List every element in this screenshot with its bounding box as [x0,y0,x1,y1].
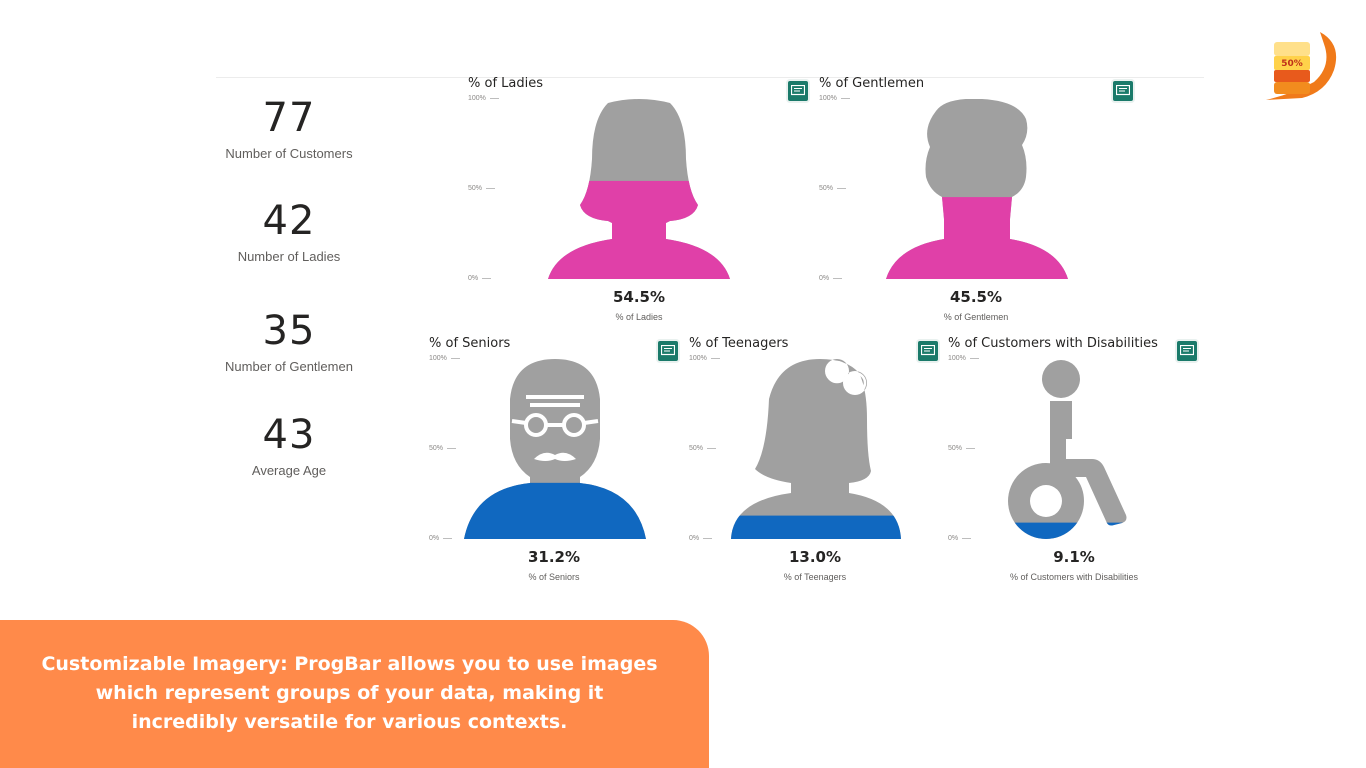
comment-icon[interactable] [788,81,808,101]
tick-50: 50% [948,445,975,452]
progress-fill [1008,522,1127,539]
tick-100: 100% [468,95,499,102]
kpi-value: 43 [262,412,316,458]
kpi-label: Number of Gentlemen [225,359,353,374]
tick-50: 50% [429,445,456,452]
tick-100: 100% [429,355,460,362]
tick-50: 50% [468,185,495,192]
visual-subtitle: % of Ladies [615,312,663,322]
wheelchair-icon [1008,360,1127,539]
percent-value: 31.2% [527,548,581,566]
comment-icon[interactable] [918,341,938,361]
kpi-value: 42 [262,198,316,244]
kpi-gentlemen: 35 Number of Gentlemen [209,309,369,374]
tick-100: 100% [819,95,850,102]
visual-subtitle: % of Seniors [528,572,580,582]
tick-50: 50% [689,445,716,452]
tick-0: 0% [429,535,452,542]
kpi-customers: 77 Number of Customers [209,96,369,161]
percent-value: 54.5% [612,288,666,306]
top-divider [216,77,1204,78]
progbar-ladies[interactable]: % of Ladies 100% 50% 0% 54.5% % of Ladie… [468,76,818,326]
tick-0: 0% [468,275,491,282]
kpi-value: 77 [262,95,316,141]
woman-icon [548,99,730,279]
visual-title: % of Seniors [429,336,511,351]
kpi-ladies: 42 Number of Ladies [209,199,369,264]
kpi-value: 35 [262,308,316,354]
visual-title: % of Teenagers [689,336,789,351]
visual-subtitle: % of Teenagers [783,572,847,582]
progress-fill [731,515,901,539]
teen-girl-icon [731,359,901,539]
kpi-average-age: 43 Average Age [209,413,369,478]
tick-100: 100% [948,355,979,362]
banner-text: Customizable Imagery: ProgBar allows you… [41,653,658,733]
percent-value: 45.5% [949,288,1003,306]
visual-title: % of Customers with Disabilities [948,336,1158,351]
comment-icon[interactable] [1177,341,1197,361]
progress-fill [548,180,730,279]
senior-icon [464,359,646,539]
progbar-gentlemen[interactable]: % of Gentlemen 100% 50% 0% 45.5% % of Ge… [819,76,1149,326]
progress-fill [464,482,646,539]
visual-title: % of Gentlemen [819,76,925,91]
progbar-seniors[interactable]: % of Seniors 100% 50% 0% 31.2% % of Seni… [429,336,689,586]
tick-100: 100% [689,355,720,362]
man-icon [886,99,1068,279]
kpi-label: Average Age [251,463,327,478]
tick-50: 50% [819,185,846,192]
progbar-disabilities[interactable]: % of Customers with Disabilities 100% 50… [948,336,1208,586]
visual-subtitle: % of Gentlemen [943,312,1009,322]
kpi-label: Number of Customers [225,146,353,161]
progbar-teenagers[interactable]: % of Teenagers 100% 50% 0% 13.0% % of Te… [689,336,949,586]
percent-value: 13.0% [788,548,842,566]
visual-subtitle: % of Customers with Disabilities [1009,572,1139,582]
comment-icon[interactable] [658,341,678,361]
logo-label: 50% [1281,59,1303,69]
comment-icon[interactable] [1113,81,1133,101]
percent-value: 9.1% [1053,548,1095,566]
visual-title: % of Ladies [468,76,543,91]
tick-0: 0% [689,535,712,542]
tick-0: 0% [948,535,971,542]
progress-fill [886,197,1068,279]
tick-0: 0% [819,275,842,282]
caption-banner: Customizable Imagery: ProgBar allows you… [0,620,709,768]
kpi-label: Number of Ladies [237,249,341,264]
progbar-logo: 50% [1266,32,1337,100]
